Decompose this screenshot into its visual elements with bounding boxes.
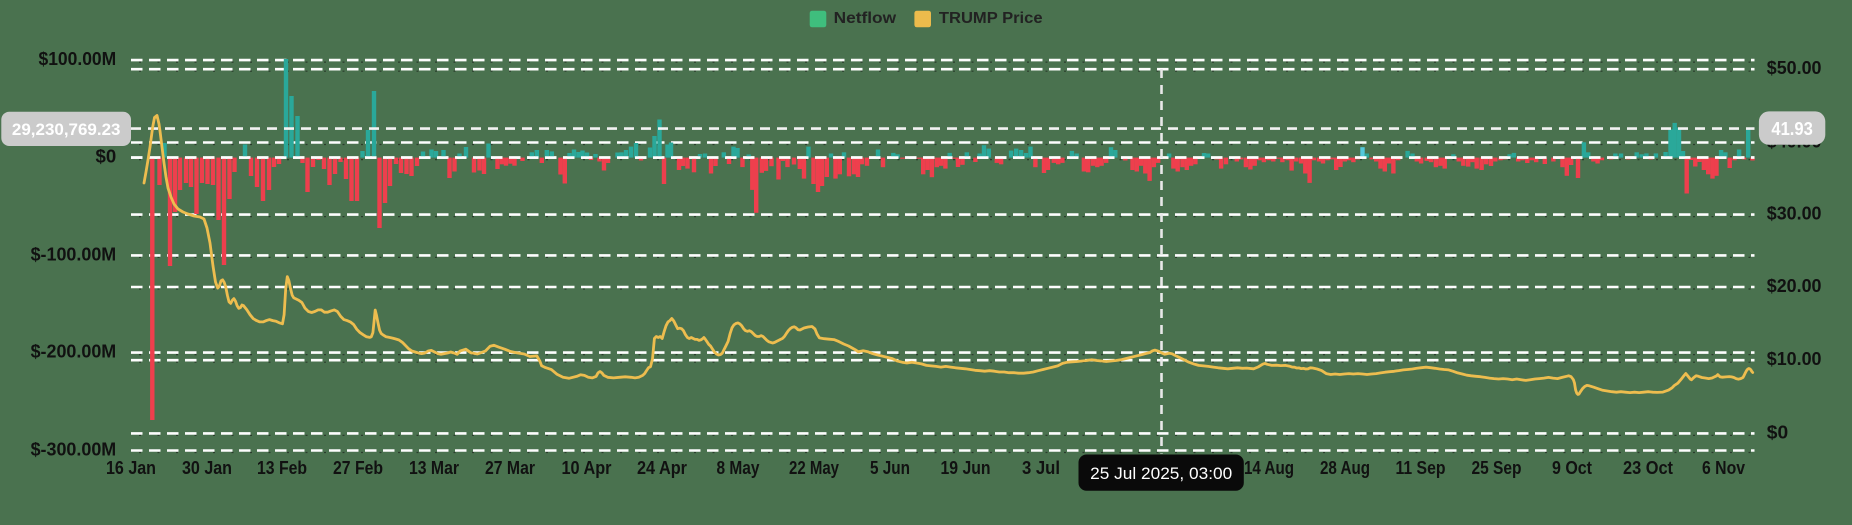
svg-text:19 Jun: 19 Jun	[941, 457, 991, 478]
svg-text:30 Jan: 30 Jan	[182, 457, 232, 478]
svg-text:27 Mar: 27 Mar	[485, 457, 535, 478]
svg-text:10 Apr: 10 Apr	[562, 457, 612, 478]
svg-text:14 Aug: 14 Aug	[1244, 457, 1294, 478]
svg-text:25 Sep: 25 Sep	[1472, 457, 1522, 478]
svg-text:$0: $0	[1767, 421, 1788, 442]
svg-text:TRUMP Price: TRUMP Price	[939, 10, 1043, 27]
svg-text:27 Feb: 27 Feb	[333, 457, 383, 478]
svg-text:3 Jul: 3 Jul	[1022, 457, 1060, 478]
svg-text:$30.00: $30.00	[1767, 203, 1822, 224]
svg-text:$10.00: $10.00	[1767, 348, 1822, 369]
svg-text:Netflow: Netflow	[834, 10, 897, 27]
svg-text:29,230,769.23: 29,230,769.23	[12, 120, 121, 139]
svg-text:11 Sep: 11 Sep	[1396, 457, 1446, 478]
svg-text:13 Mar: 13 Mar	[409, 457, 459, 478]
svg-text:$-300.00M: $-300.00M	[31, 439, 117, 460]
svg-text:23 Oct: 23 Oct	[1623, 457, 1673, 478]
svg-text:6 Nov: 6 Nov	[1702, 457, 1746, 478]
svg-text:$-100.00M: $-100.00M	[31, 243, 117, 264]
svg-text:$50.00: $50.00	[1767, 57, 1822, 78]
svg-text:$20.00: $20.00	[1767, 275, 1822, 296]
svg-text:28 Aug: 28 Aug	[1320, 457, 1370, 478]
svg-text:5 Jun: 5 Jun	[870, 457, 910, 478]
svg-text:$0: $0	[96, 146, 117, 167]
svg-text:8 May: 8 May	[717, 457, 761, 478]
svg-text:16 Jan: 16 Jan	[106, 457, 156, 478]
svg-text:24 Apr: 24 Apr	[637, 457, 687, 478]
svg-text:25 Jul 2025, 03:00: 25 Jul 2025, 03:00	[1090, 464, 1232, 483]
svg-text:22 May: 22 May	[789, 457, 840, 478]
svg-text:$-200.00M: $-200.00M	[31, 341, 117, 362]
svg-text:41.93: 41.93	[1771, 118, 1813, 139]
svg-text:9 Oct: 9 Oct	[1552, 457, 1592, 478]
svg-text:13 Feb: 13 Feb	[257, 457, 307, 478]
svg-text:$100.00M: $100.00M	[39, 48, 117, 69]
